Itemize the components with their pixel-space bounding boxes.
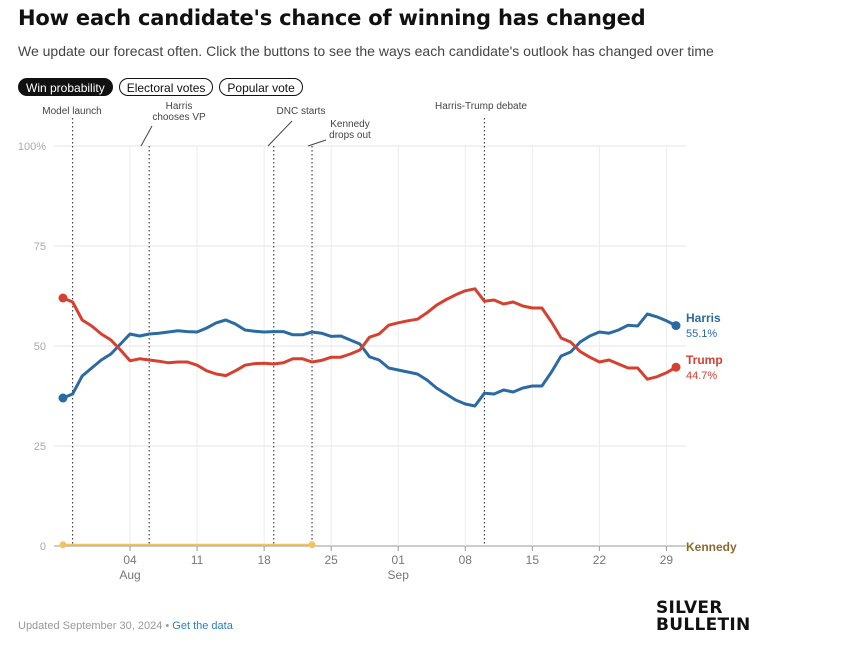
- x-tick-label: 29: [660, 553, 674, 567]
- x-tick-label: 22: [593, 553, 607, 567]
- event-marker-leader: [267, 120, 293, 147]
- series-label-kennedy: Kennedy: [686, 540, 737, 554]
- y-tick-label: 0: [40, 541, 46, 553]
- series-value-harris: 55.1%: [686, 328, 717, 340]
- x-month-label: Sep: [388, 568, 410, 582]
- y-tick-label: 100%: [18, 141, 46, 153]
- series-value-trump: 44.7%: [686, 370, 717, 382]
- x-tick-label: 15: [526, 553, 540, 567]
- series-start-dot-kennedy: [59, 541, 67, 549]
- x-month-label: Aug: [119, 568, 140, 582]
- series-label-harris: Harris: [686, 311, 721, 325]
- event-label: drops out: [329, 130, 371, 141]
- tab-popular-vote[interactable]: Popular vote: [219, 78, 303, 96]
- y-tick-label: 75: [34, 241, 46, 253]
- series-label-trump: Trump: [686, 353, 723, 367]
- x-tick-label: 08: [459, 553, 473, 567]
- logo-line-1: SILVER: [656, 598, 723, 618]
- tab-electoral-votes[interactable]: Electoral votes: [118, 78, 214, 96]
- tab-win-probability[interactable]: Win probability: [18, 78, 113, 96]
- event-label: DNC starts: [277, 106, 326, 117]
- chart-subtitle: We update our forecast often. Click the …: [18, 43, 714, 59]
- metric-tabs: Win probability Electoral votes Popular …: [18, 78, 303, 96]
- get-the-data-link[interactable]: Get the data: [172, 620, 233, 632]
- event-marker-leader: [140, 125, 153, 147]
- updated-date: Updated September 30, 2024: [18, 620, 163, 632]
- series-line-trump: [61, 287, 678, 381]
- event-marker-leader: [307, 139, 327, 147]
- series-start-dot-harris: [58, 393, 68, 403]
- series-start-dot-trump: [58, 293, 68, 303]
- y-tick-label: 50: [34, 341, 46, 353]
- event-label: Model launch: [42, 106, 101, 117]
- logo-line-2: BULLETIN: [656, 615, 751, 635]
- event-label: chooses VP: [152, 112, 206, 123]
- x-tick-label: 11: [191, 553, 204, 567]
- series-end-dot-harris: [671, 321, 681, 331]
- event-label: Harris-Trump debate: [435, 101, 527, 112]
- chart-title: How each candidate's chance of winning h…: [18, 6, 646, 30]
- event-label: Kennedy: [330, 119, 369, 130]
- x-tick-label: 18: [257, 553, 271, 567]
- series-line-harris: [61, 312, 678, 408]
- series-end-dot-trump: [671, 362, 681, 372]
- silver-bulletin-logo: SILVER BULLETIN: [656, 600, 756, 634]
- x-tick-label: 25: [325, 553, 339, 567]
- series-end-dot-kennedy: [308, 541, 316, 549]
- x-tick-label: 04: [123, 553, 137, 567]
- x-tick-label: 01: [392, 553, 406, 567]
- footer-separator: •: [162, 620, 173, 632]
- footer: Updated September 30, 2024 • Get the dat…: [18, 620, 233, 632]
- event-label: Harris: [166, 101, 193, 112]
- y-tick-label: 25: [34, 441, 46, 453]
